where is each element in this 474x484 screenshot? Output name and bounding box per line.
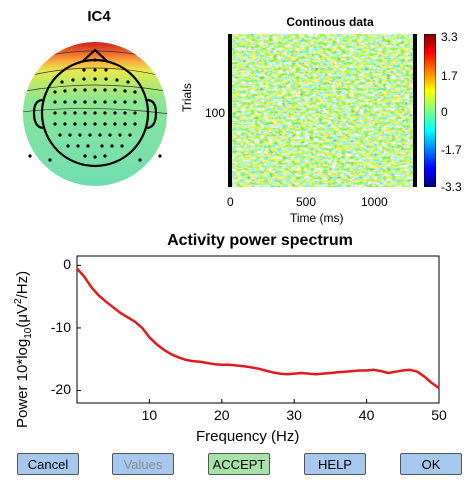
cancel-button[interactable]: Cancel: [17, 453, 79, 475]
spectrum-xtick-label: 20: [214, 407, 230, 423]
erpimage-xtick-1000: 1000: [361, 195, 388, 209]
ok-button[interactable]: OK: [400, 453, 462, 475]
erpimage-plot: [228, 34, 417, 187]
topoplot-scalp-map: [23, 42, 167, 186]
colorbar-tick-min: -3.3: [441, 180, 462, 194]
colorbar-tick-low: -1.7: [441, 143, 462, 157]
erpimage-xtick-500: 500: [296, 195, 317, 209]
electrode-dots: [28, 58, 162, 162]
colorbar-tick-high: 1.7: [441, 69, 458, 83]
spectrum-title: Activity power spectrum: [167, 232, 353, 249]
erpimage-title: Continous data: [286, 15, 374, 29]
erpimage-ytick: 100: [205, 106, 226, 120]
colorbar: [424, 34, 436, 187]
values-button[interactable]: Values: [112, 453, 174, 475]
spectrum-ytick-label: -10: [50, 318, 71, 335]
spectrum-ytick-label: -20: [50, 381, 71, 398]
spectrum-axes-box: [76, 255, 440, 404]
erpimage-xlabel: Time (ms): [290, 211, 344, 225]
spectrum-xtick-label: 50: [431, 407, 447, 423]
colorbar-tick-zero: 0: [441, 105, 448, 119]
colorbar-tick-max: 3.3: [441, 30, 458, 44]
erpimage-xtick-0: 0: [227, 195, 234, 209]
help-button[interactable]: HELP: [304, 453, 366, 475]
spectrum-xtick-label: 30: [286, 407, 302, 423]
spectrum-xlabel: Frequency (Hz): [196, 428, 300, 445]
spectrum-line: [76, 267, 440, 390]
topoplot-title: IC4: [87, 8, 111, 25]
spectrum-xtick-label: 10: [141, 407, 158, 423]
accept-button[interactable]: ACCEPT: [208, 453, 270, 475]
spectrum-xtick-label: 40: [358, 407, 375, 423]
spectrum-ytick-label: 0: [63, 256, 71, 273]
